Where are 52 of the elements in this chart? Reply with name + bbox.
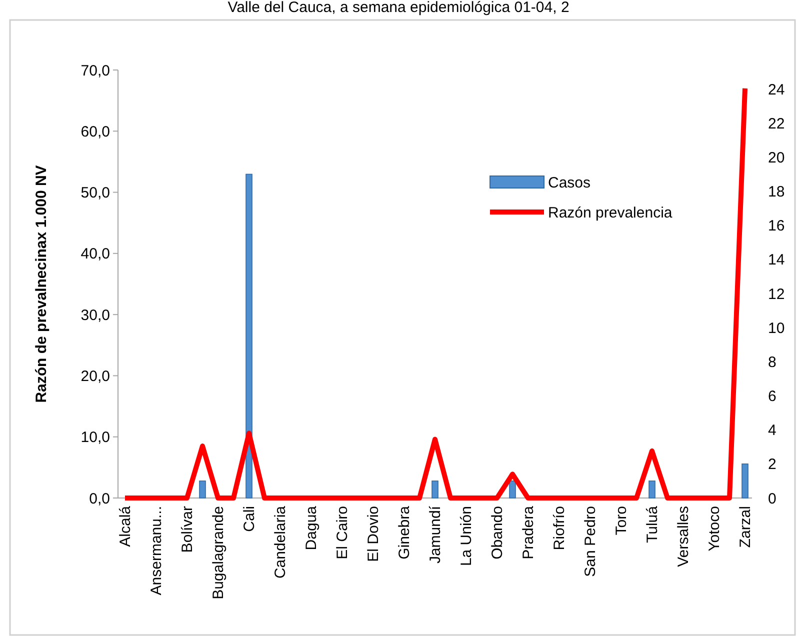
y2-tick-label: 0 <box>768 490 776 508</box>
y2-tick-label: 8 <box>768 354 776 371</box>
bar <box>742 464 748 498</box>
y-tick-label: 70,0 <box>80 62 110 80</box>
y2-tick-label: 2 <box>768 456 776 474</box>
x-tick-label: Tuluá <box>644 505 661 543</box>
y2-tick-label: 4 <box>768 422 776 440</box>
bar <box>432 480 438 498</box>
x-tick-label: Bolívar <box>179 506 196 553</box>
x-tick-label: Bugalagrande <box>210 506 227 600</box>
y-tick-label: 40,0 <box>80 246 110 263</box>
bar <box>509 480 516 498</box>
x-tick-label: El Cairo <box>334 506 351 560</box>
y2-tick-label: 10 <box>768 320 785 337</box>
chart-title: Valle del Cauca, a semana epidemiológica 01-04, 2 <box>228 0 570 16</box>
bar <box>199 480 206 498</box>
legend-label: Razón prevalencia <box>548 204 673 222</box>
bar <box>246 174 252 498</box>
y2-tick-label: 6 <box>768 388 776 405</box>
y2-tick-label: 16 <box>768 218 785 235</box>
y2-tick-label: 12 <box>768 286 785 303</box>
x-tick-label: Ginebra <box>396 505 413 560</box>
y2-tick-label: 14 <box>768 252 785 269</box>
x-tick-label: El Dovio <box>365 506 382 562</box>
x-tick-label: Jamundí <box>427 505 444 564</box>
x-tick-label: Versalles <box>675 506 692 567</box>
y-axis-title: Razón de prevalnecinax 1.000 NV <box>33 165 50 403</box>
x-tick-label: Alcalá <box>117 505 134 547</box>
x-tick-label: San Pedro <box>582 506 599 577</box>
y-tick-label: 50,0 <box>80 184 110 202</box>
x-tick-label: Riofrío <box>551 506 568 550</box>
legend-label: Casos <box>548 174 591 192</box>
x-tick-label: Toro <box>613 506 630 536</box>
x-tick-label: Pradera <box>520 505 537 560</box>
x-tick-label: Candelaria <box>272 505 289 579</box>
y-tick-label: 20,0 <box>80 368 110 385</box>
bar <box>648 480 656 498</box>
x-tick-label: Dagua <box>303 505 320 550</box>
y2-tick-label: 18 <box>768 184 785 200</box>
x-tick-label: Obando <box>489 506 506 560</box>
x-tick-label: Ansermanu... <box>148 506 165 596</box>
y-tick-label: 0,0 <box>89 490 110 508</box>
y-tick-label: 60,0 <box>80 123 110 140</box>
x-tick-label: La Unión <box>458 506 475 566</box>
y-tick-label: 10,0 <box>80 429 110 446</box>
x-tick-label: Zarzal <box>737 506 754 548</box>
x-tick-label: Cali <box>241 506 258 532</box>
y-tick-label: 30,0 <box>80 306 110 324</box>
y2-tick-label: 20 <box>768 149 785 166</box>
y2-tick-label: 24 <box>768 81 785 98</box>
y2-tick-label: 22 <box>768 115 785 132</box>
x-tick-label: Yotoco <box>706 506 723 552</box>
